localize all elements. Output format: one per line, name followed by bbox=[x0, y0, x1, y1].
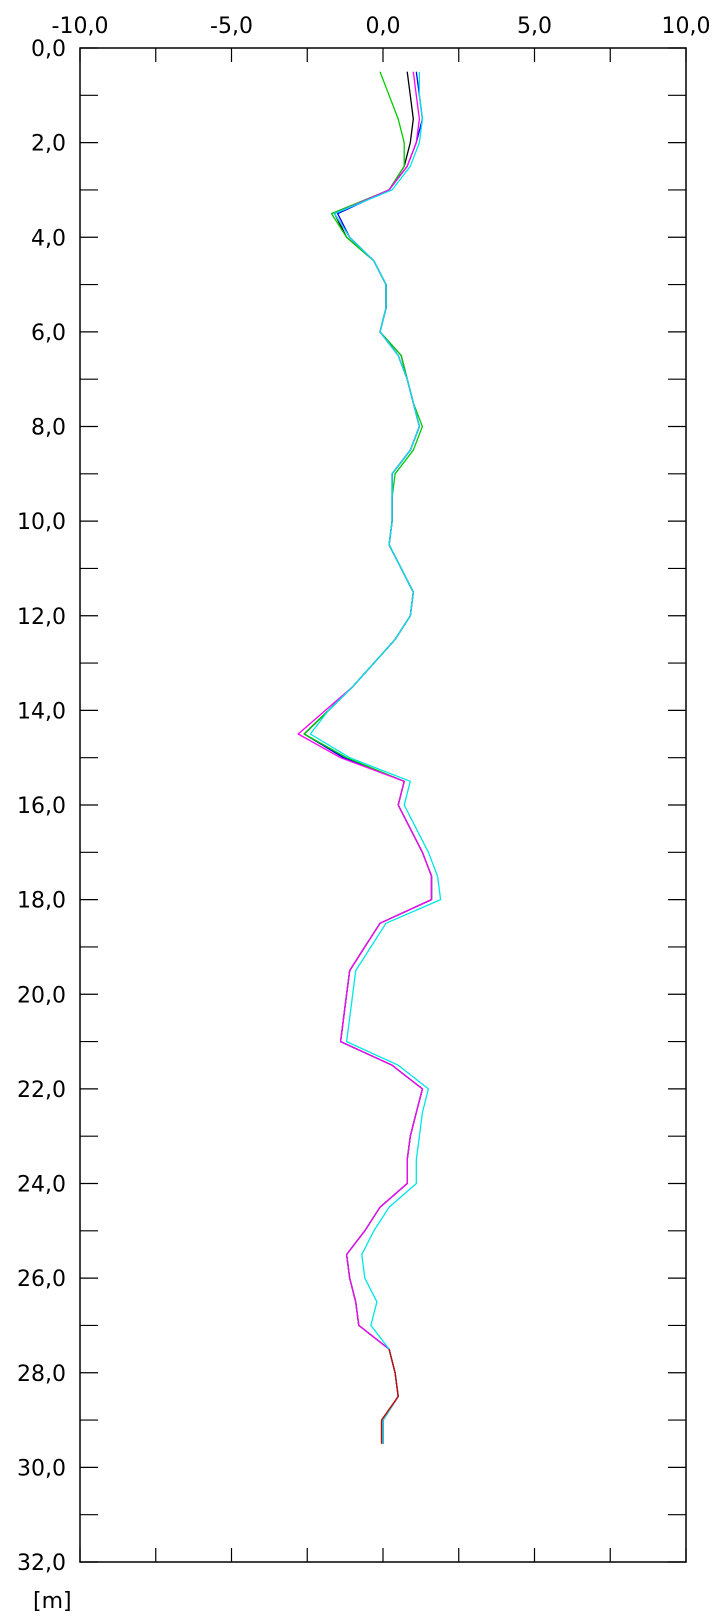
y-tick-label: 32,0 bbox=[17, 1551, 66, 1576]
y-tick-label: 24,0 bbox=[17, 1173, 66, 1198]
y-tick-label: 28,0 bbox=[17, 1362, 66, 1387]
y-tick-label: 16,0 bbox=[17, 794, 66, 819]
series-line-3 bbox=[303, 71, 433, 1444]
y-tick-label: 30,0 bbox=[17, 1456, 66, 1481]
series-line-1 bbox=[303, 71, 433, 1444]
x-tick-label: -10,0 bbox=[52, 14, 109, 39]
y-tick-label: 2,0 bbox=[31, 132, 66, 157]
series-line-6 bbox=[380, 1348, 399, 1444]
x-tick-label: 5,0 bbox=[517, 14, 552, 39]
y-tick-label: 22,0 bbox=[17, 1078, 66, 1103]
y-tick-label: 20,0 bbox=[17, 983, 66, 1008]
y-tick-label: 10,0 bbox=[17, 510, 66, 535]
y-tick-label: 6,0 bbox=[31, 321, 66, 346]
y-tick-label: 14,0 bbox=[17, 699, 66, 724]
y-tick-label: 18,0 bbox=[17, 889, 66, 914]
plot-frame bbox=[79, 47, 687, 1563]
y-tick-label: 26,0 bbox=[17, 1267, 66, 1292]
x-tick-label: -5,0 bbox=[210, 14, 253, 39]
x-tick-label: 0,0 bbox=[366, 14, 401, 39]
series-line-5 bbox=[309, 71, 442, 1444]
series-line-2 bbox=[303, 71, 433, 1444]
ticks-layer bbox=[79, 47, 687, 1563]
y-tick-label: 4,0 bbox=[31, 226, 66, 251]
x-tick-label: 10,0 bbox=[662, 14, 711, 39]
series-line-4 bbox=[297, 71, 433, 1444]
y-tick-label: 0,0 bbox=[31, 37, 66, 62]
y-axis-unit-label: [m] bbox=[33, 1589, 72, 1614]
labels-layer: -10,0 -5,0 0,0 5,0 10,0 0,0 2,0 4,0 6,0 8,0 10,0 12… bbox=[17, 14, 710, 1576]
y-tick-label: 12,0 bbox=[17, 605, 66, 630]
series-layer bbox=[297, 71, 442, 1444]
y-tick-label: 8,0 bbox=[31, 416, 66, 441]
